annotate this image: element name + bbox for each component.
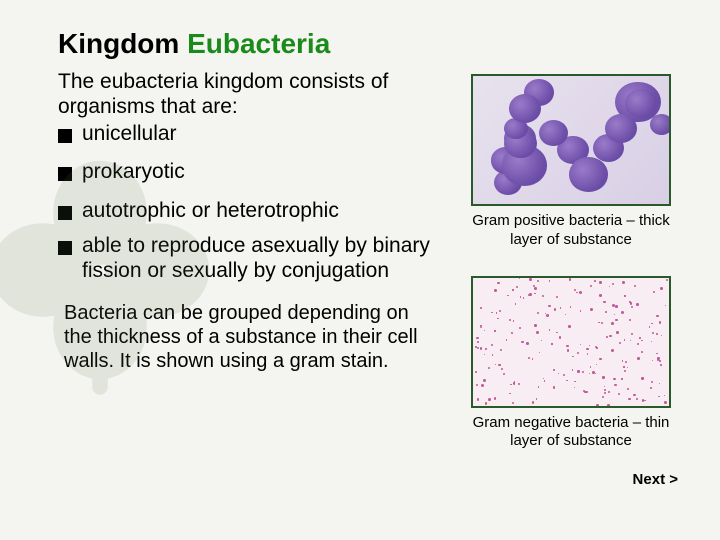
caption-gram-negative: Gram negative bacteria – thin layer of s… <box>462 414 680 452</box>
figure-gram-positive <box>471 74 671 206</box>
intro-text: The eubacteria kingdom consists of organ… <box>58 70 444 120</box>
title-prefix: Kingdom <box>58 28 187 59</box>
main-text-column: The eubacteria kingdom consists of organ… <box>58 70 444 488</box>
title-accent: Eubacteria <box>187 28 330 59</box>
bullet-item: unicellular <box>58 122 444 147</box>
figure-gram-negative <box>471 276 671 408</box>
body-paragraph: Bacteria can be grouped depending on the… <box>64 301 444 373</box>
bullet-item: able to reproduce asexually by binary fi… <box>58 234 444 284</box>
bullet-text: unicellular <box>82 122 177 147</box>
bullet-text: able to reproduce asexually by binary fi… <box>82 234 444 284</box>
bullet-icon <box>58 206 72 220</box>
caption-gram-positive: Gram positive bacteria – thick layer of … <box>462 212 680 250</box>
bullet-item: autotrophic or heterotrophic <box>58 199 444 224</box>
next-button[interactable]: Next > <box>633 471 678 488</box>
bullet-item: prokaryotic <box>58 160 444 185</box>
bullet-text: prokaryotic <box>82 160 185 185</box>
bullet-text: autotrophic or heterotrophic <box>82 199 339 224</box>
bullet-icon <box>58 167 72 181</box>
figure-column: Gram positive bacteria – thick layer of … <box>462 74 680 488</box>
bullet-icon <box>58 241 72 255</box>
bullet-icon <box>58 129 72 143</box>
slide-title: Kingdom Eubacteria <box>58 28 680 60</box>
